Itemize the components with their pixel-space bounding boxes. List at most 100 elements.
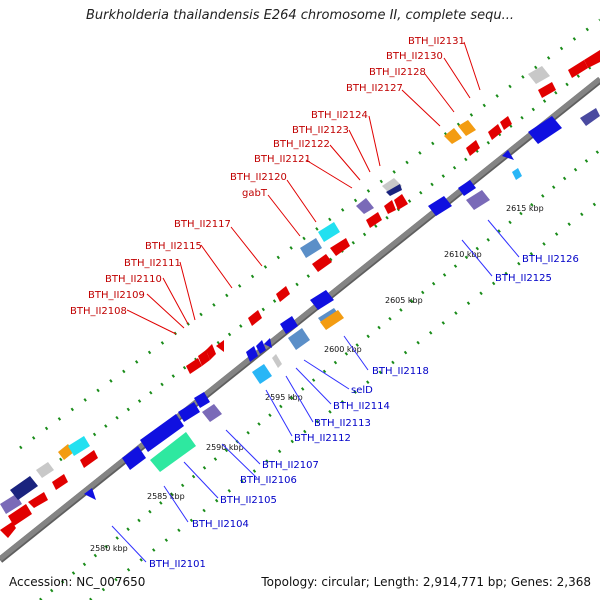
gene-arrow[interactable]: [246, 346, 258, 362]
gene-label[interactable]: BTH_II2108: [70, 306, 127, 317]
gene-arrow[interactable]: [194, 392, 210, 408]
gene-box[interactable]: [10, 476, 38, 500]
gene-arrow[interactable]: [276, 286, 290, 302]
gene-arrow[interactable]: [264, 338, 272, 348]
gene-arrow[interactable]: [458, 180, 476, 196]
gene-arrow[interactable]: [122, 446, 146, 470]
gene-box[interactable]: [202, 404, 222, 422]
gene-label[interactable]: BTH_II2112: [294, 433, 351, 444]
kbp-label: 2610 kbp: [444, 250, 482, 259]
gene-box[interactable]: [356, 198, 374, 214]
kbp-label: 2595 kbp: [265, 393, 303, 402]
gene-arrow[interactable]: [248, 310, 262, 326]
gene-label[interactable]: BTH_II2130: [386, 51, 443, 62]
gene-label[interactable]: BTH_II2110: [105, 274, 162, 285]
gene-label[interactable]: selD: [351, 385, 373, 396]
gene-label[interactable]: BTH_II2111: [124, 258, 181, 269]
gene-box[interactable]: [272, 354, 282, 368]
gene-arrow[interactable]: [312, 254, 332, 272]
gene-arrow[interactable]: [52, 474, 68, 490]
gene-arrow[interactable]: [84, 488, 96, 500]
gene-label[interactable]: gabT: [242, 188, 268, 199]
gene-arrow[interactable]: [500, 116, 512, 130]
gene-label[interactable]: BTH_II2123: [292, 125, 349, 136]
gene-arrow[interactable]: [0, 522, 16, 538]
gene-box[interactable]: [512, 168, 522, 180]
tick-row-inner-bottom: [39, 148, 600, 600]
gene-arrow[interactable]: [330, 238, 350, 256]
gene-arrow[interactable]: [8, 504, 32, 526]
gene-label[interactable]: BTH_II2121: [254, 154, 311, 165]
gene-arrow[interactable]: [198, 350, 210, 366]
gene-label[interactable]: BTH_II2128: [369, 67, 426, 78]
gene-box[interactable]: [288, 328, 310, 350]
upper-strand-genes: [0, 50, 600, 538]
gene-box[interactable]: [580, 108, 600, 126]
gene-arrow[interactable]: [538, 82, 556, 98]
gene-label[interactable]: BTH_II2113: [314, 418, 371, 429]
gene-label[interactable]: BTH_II2105: [220, 495, 277, 506]
gene-box[interactable]: [36, 462, 54, 478]
map-title: Burkholderia thailandensis E264 chromoso…: [85, 8, 515, 23]
gene-label[interactable]: BTH_II2126: [522, 254, 579, 265]
gene-box[interactable]: [318, 222, 340, 242]
gene-label[interactable]: BTH_II2107: [262, 460, 319, 471]
gene-label[interactable]: BTH_II2125: [495, 273, 552, 284]
kbp-scale: 2580 kbp 2585 kbp 2590 kbp 2595 kbp 2600…: [90, 204, 544, 553]
gene-arrow[interactable]: [206, 344, 216, 360]
kbp-label: 2615 kbp: [506, 204, 544, 213]
gene-box[interactable]: [252, 364, 272, 384]
gene-arrow[interactable]: [394, 194, 408, 210]
gene-label[interactable]: BTH_II2109: [88, 290, 145, 301]
gene-box[interactable]: [458, 120, 476, 136]
kbp-label: 2585 kbp: [147, 492, 185, 501]
top-strand-labels: BTH_II2108 BTH_II2109 BTH_II2110 BTH_II2…: [70, 36, 465, 317]
bottom-strand-labels: BTH_II2101 BTH_II2104 BTH_II2105 BTH_II2…: [149, 254, 579, 570]
gene-label[interactable]: BTH_II2124: [311, 110, 368, 121]
gene-label[interactable]: BTH_II2114: [333, 401, 390, 412]
gene-label[interactable]: BTH_II2131: [408, 36, 465, 47]
gene-label[interactable]: BTH_II2101: [149, 559, 206, 570]
gene-box[interactable]: [386, 184, 402, 196]
gene-arrow[interactable]: [28, 492, 48, 508]
gene-arrow[interactable]: [310, 290, 334, 310]
gene-arrow[interactable]: [186, 358, 202, 374]
kbp-label: 2605 kbp: [385, 296, 423, 305]
gene-arrow[interactable]: [428, 196, 452, 216]
gene-box[interactable]: [466, 190, 490, 210]
kbp-label: 2600 kbp: [324, 345, 362, 354]
gene-arrow[interactable]: [280, 316, 298, 334]
accession-text: Accession: NC_007650: [9, 575, 146, 589]
gene-box[interactable]: [0, 494, 22, 514]
gene-arrow[interactable]: [466, 140, 480, 156]
gene-box[interactable]: [68, 436, 90, 456]
gene-arrow[interactable]: [568, 60, 588, 78]
gene-box[interactable]: [444, 128, 462, 144]
gene-arrow[interactable]: [178, 402, 200, 422]
gene-arrow[interactable]: [256, 340, 266, 354]
gene-arrow[interactable]: [216, 340, 224, 352]
gene-box[interactable]: [150, 432, 196, 472]
gene-label[interactable]: BTH_II2104: [192, 519, 249, 530]
gene-arrow[interactable]: [140, 414, 184, 452]
gene-label[interactable]: BTH_II2122: [273, 139, 330, 150]
gene-label[interactable]: BTH_II2117: [174, 219, 231, 230]
gene-arrow[interactable]: [528, 116, 562, 144]
gene-box[interactable]: [528, 66, 550, 84]
gene-arrow[interactable]: [366, 212, 382, 228]
gene-box[interactable]: [382, 178, 402, 194]
gene-label[interactable]: BTH_II2120: [230, 172, 287, 183]
gene-arrow[interactable]: [80, 450, 98, 468]
kbp-label: 2580 kbp: [90, 544, 128, 553]
gene-arrow[interactable]: [384, 200, 396, 214]
gene-label[interactable]: BTH_II2127: [346, 83, 403, 94]
gene-arrow[interactable]: [502, 150, 514, 160]
gene-box[interactable]: [300, 238, 322, 258]
gene-box[interactable]: [320, 310, 344, 330]
gene-arrow[interactable]: [488, 124, 502, 140]
gene-label[interactable]: BTH_II2118: [372, 366, 429, 377]
gene-arrow[interactable]: [584, 50, 600, 68]
gene-label[interactable]: BTH_II2115: [145, 241, 202, 252]
gene-label[interactable]: BTH_II2106: [240, 475, 297, 486]
